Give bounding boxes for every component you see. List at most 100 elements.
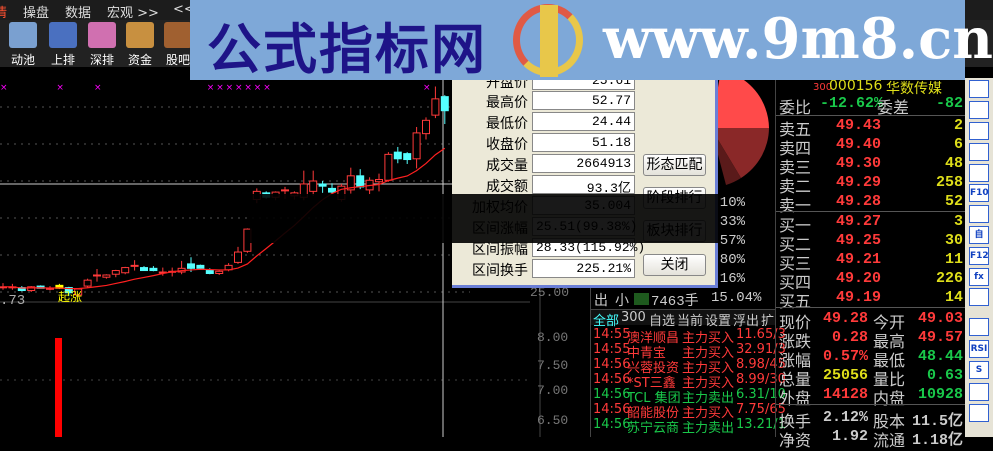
stat-value-field[interactable]: 51.18 — [532, 133, 635, 152]
ticker-type: 主力买入 — [682, 361, 735, 376]
stat-row: 成交额 93.3亿 — [452, 175, 642, 196]
arrow-icon[interactable] — [969, 404, 989, 422]
stat-value-field[interactable]: 2664913 — [532, 154, 635, 173]
weibi-label: 委比 — [779, 98, 812, 117]
stat-label: 收盘价 — [486, 137, 528, 153]
side-自-icon[interactable]: 自 — [969, 226, 989, 244]
ticker-tab[interactable]: 设置 — [705, 314, 732, 329]
ticker-row[interactable]: 14:55 澳洋顺昌 主力买入 11.65/3 — [593, 327, 786, 346]
ticker-tab[interactable]: 当前 — [677, 314, 704, 329]
ticker-row[interactable]: 14:56 兴蓉投资 主力买入 8.98/45 — [593, 357, 786, 376]
menu-item-data[interactable]: 数据 — [65, 6, 92, 21]
candle-body — [318, 183, 327, 187]
candle-icon[interactable] — [969, 143, 989, 161]
ticker-row[interactable]: 14:55 中青宝 主力买入 32.91/3 — [593, 342, 786, 361]
window-icon[interactable] — [969, 164, 989, 182]
ticker-row[interactable]: 14:56 TCL 集团 主力卖出 6.31/10 — [593, 387, 786, 406]
side-s-icon[interactable]: S — [969, 361, 989, 379]
flow-pct: .16% — [711, 271, 745, 287]
toolbar-button-label: 动池 — [10, 53, 35, 67]
tree-icon[interactable] — [969, 205, 989, 223]
zoom-icon[interactable] — [969, 288, 989, 306]
menu-item-macro[interactable]: 宏观 >> — [107, 6, 159, 21]
signal-marker: × — [0, 83, 8, 93]
report-icon[interactable] — [969, 101, 989, 119]
candle-body — [346, 175, 355, 191]
toolbar-button-2[interactable]: 深排 — [84, 22, 120, 68]
move-icon[interactable] — [969, 383, 989, 401]
side-f10-icon[interactable]: F10 — [969, 184, 989, 202]
toolbar-button-label: 资金 — [127, 53, 152, 67]
ticker-time: 14:55 — [593, 327, 631, 342]
ticker-tab[interactable]: 自选 — [649, 314, 676, 329]
side-rsi-icon[interactable]: RSI — [969, 340, 989, 358]
settings-icon[interactable] — [969, 80, 989, 98]
toolbar-button-4[interactable]: 股吧 — [160, 22, 196, 68]
stat-label: 净资 — [779, 431, 812, 450]
menu-item-trade[interactable]: 操盘 — [23, 6, 50, 21]
candle-body — [412, 132, 421, 160]
side-toolbar: F10 自 F12 fx RSI S — [965, 78, 993, 437]
ticker-price: 6.31/10 — [736, 387, 786, 402]
sells-volume: 6 — [953, 136, 963, 153]
stat-label: 最高 — [873, 332, 906, 351]
line-chart-icon[interactable] — [969, 122, 989, 140]
candle-body — [130, 264, 139, 267]
candle-body — [403, 153, 412, 161]
stat-value-field[interactable]: 93.3亿 — [532, 175, 635, 196]
ticker-row[interactable]: 14:56 苏宁云商 主力卖出 13.21/1 — [593, 417, 786, 436]
ticker-tab[interactable]: 全部 — [593, 314, 620, 329]
side-f12-icon[interactable]: F12 — [969, 247, 989, 265]
ticker-row[interactable]: 14:56 *ST三鑫 主力买入 8.99/30 — [593, 372, 786, 391]
quote-panel: 300 000156 华数传媒 委比 -12.62% 委差 -82 卖五 49.43 2 卖四 49.… — [775, 78, 966, 450]
flow-size: 小 — [615, 293, 629, 309]
ticker-tab[interactable]: 浮出 — [733, 314, 760, 329]
sells-price: 49.28 — [836, 193, 882, 210]
candle-body — [111, 270, 120, 275]
ticker-tab[interactable]: 扩 — [761, 314, 775, 329]
close-button[interactable]: 关闭 — [643, 254, 706, 276]
stat-value: 0.57% — [822, 348, 868, 365]
ticker-row[interactable]: 14:56 韶能股份 主力买入 7.75/65 — [593, 402, 786, 421]
ticker-price: 13.21/1 — [736, 417, 786, 432]
stat-value-field[interactable]: 24.44 — [532, 112, 635, 131]
ticker-name: 中青宝 — [627, 346, 667, 361]
candle-body — [393, 151, 402, 160]
ticker-type: 主力买入 — [682, 331, 735, 346]
stat-value-field[interactable]: 52.77 — [532, 91, 635, 110]
stat-label: 换手 — [779, 412, 812, 431]
sells-label: 卖一 — [779, 196, 812, 215]
pattern-match-button[interactable]: 形态匹配 — [643, 154, 706, 176]
candle-body — [196, 264, 205, 269]
signal-marker: × — [423, 83, 431, 93]
toolbar-button-0[interactable]: 动池 — [5, 22, 41, 68]
pie-slice — [711, 128, 741, 185]
stat-row: 收盘价 51.18 — [452, 133, 642, 153]
ticker-list[interactable]: 14:55 澳洋顺昌 主力买入 11.65/3 14:55 中青宝 主力买入 32.91/3 1… — [591, 327, 786, 437]
ticker-name: 兴蓉投资 — [627, 361, 680, 376]
menu-scroll-left[interactable]: << — [173, 2, 195, 17]
buys-volume: 3 — [953, 213, 963, 230]
banner-url: www.9m8.cn — [603, 6, 993, 72]
toolbar-button-3[interactable]: 资金 — [122, 22, 158, 68]
stat-label: 最高价 — [486, 95, 528, 111]
stat-label: 涨跌 — [779, 332, 812, 351]
buys-price: 49.20 — [836, 270, 882, 287]
candle-body — [149, 267, 158, 272]
stat-value: 49.03 — [917, 310, 963, 327]
wave-icon[interactable] — [969, 318, 989, 336]
toolbar-button-1[interactable]: 上排 — [45, 22, 81, 68]
ticker-time: 14:56 — [593, 357, 631, 372]
ticker-tab[interactable]: 300 — [621, 310, 646, 325]
stat-label: 涨幅 — [779, 351, 812, 370]
ticker-name: 澳洋顺昌 — [627, 331, 680, 346]
stat-label: 总量 — [779, 370, 812, 389]
stat-label: 量比 — [873, 370, 906, 389]
signal-marker: × — [56, 83, 64, 93]
board-label: 300 — [813, 82, 833, 93]
stat-value-field[interactable]: 225.21% — [532, 259, 635, 278]
side-fx-icon[interactable]: fx — [969, 268, 989, 286]
buys-label: 买四 — [779, 273, 812, 292]
ticker-type: 主力卖出 — [682, 421, 735, 436]
menu-item-quote[interactable]: 情 — [0, 6, 8, 21]
